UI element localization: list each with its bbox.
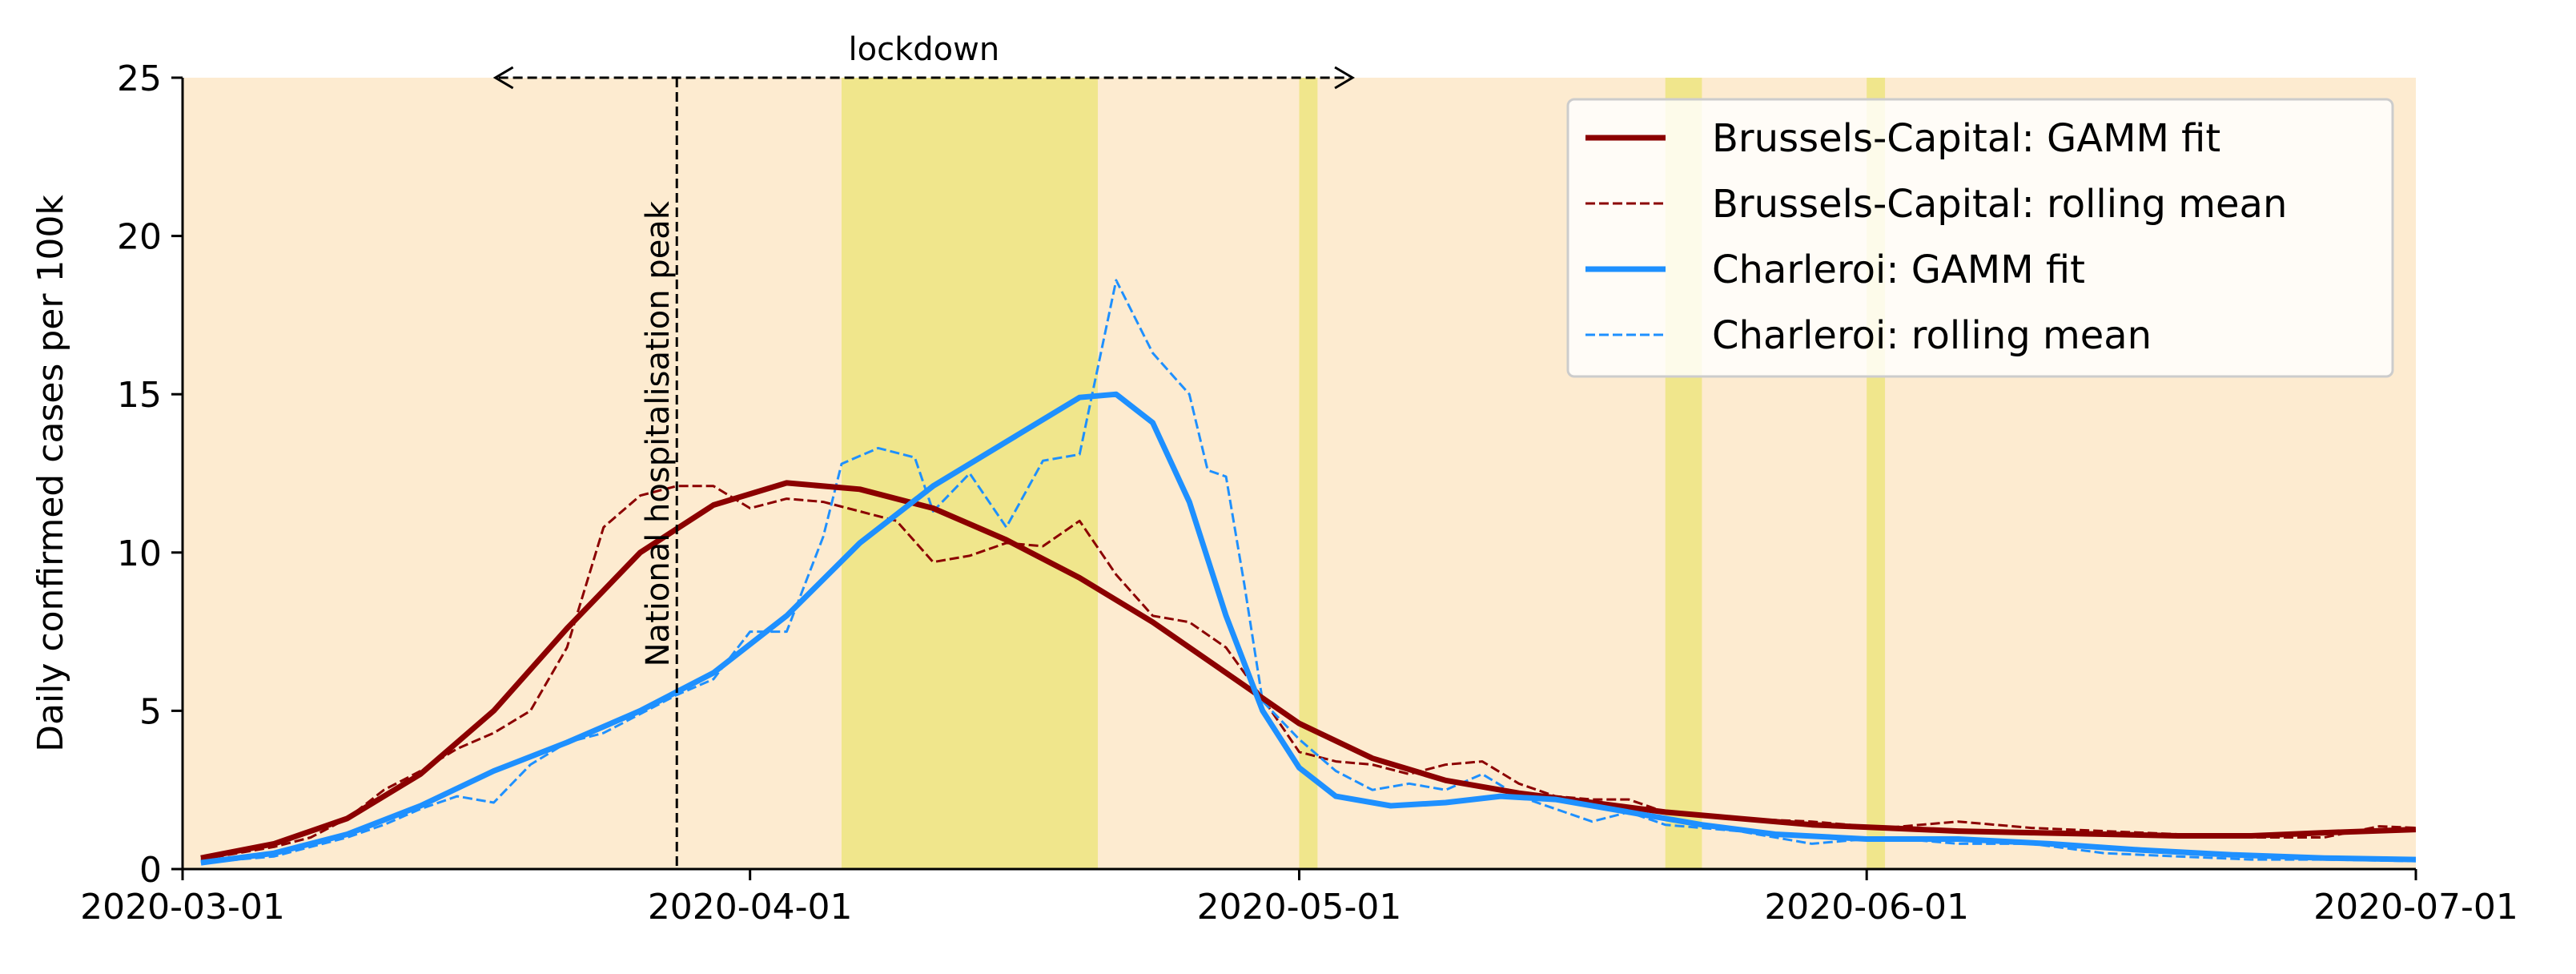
legend: Brussels-Capital: GAMM fit Brussels-Capit… [1566,98,2394,378]
x-tick-label: 2020-03-01 [80,887,285,928]
y-tick-label: 15 [117,375,162,416]
y-tick-label: 5 [139,691,162,732]
legend-label-3: Charleroi: rolling mean [1712,313,2152,358]
highlight-period-0 [841,78,1099,869]
lockdown-arrow-head-right [1334,66,1356,90]
legend-label-0: Brussels-Capital: GAMM fit [1712,116,2220,161]
series-line-1 [200,485,2416,861]
legend-label-1: Brussels-Capital: rolling mean [1712,182,2287,227]
legend-box [1566,98,2394,378]
x-tick-label: 2020-05-01 [1197,887,1402,928]
y-axis-label: Daily confirmed cases per 100k [30,195,71,752]
x-tick-label: 2020-06-01 [1764,887,1969,928]
x-tick-label: 2020-04-01 [648,887,853,928]
lockdown-label: lockdown [849,31,1000,68]
highlight-period-1 [1299,78,1318,869]
x-tick-label: 2020-07-01 [2313,887,2518,928]
hospitalisation-peak-label: National hospitalisation peak [640,200,677,666]
y-tick-label: 0 [139,850,162,891]
legend-label-2: Charleroi: GAMM fit [1712,248,2085,292]
series-line-0 [200,480,2416,861]
y-tick-label: 10 [117,533,162,574]
series-line-2 [200,391,2416,866]
y-tick-label: 20 [117,217,162,258]
lockdown-arrow-head-left [492,66,514,90]
y-tick-label: 25 [117,58,162,99]
